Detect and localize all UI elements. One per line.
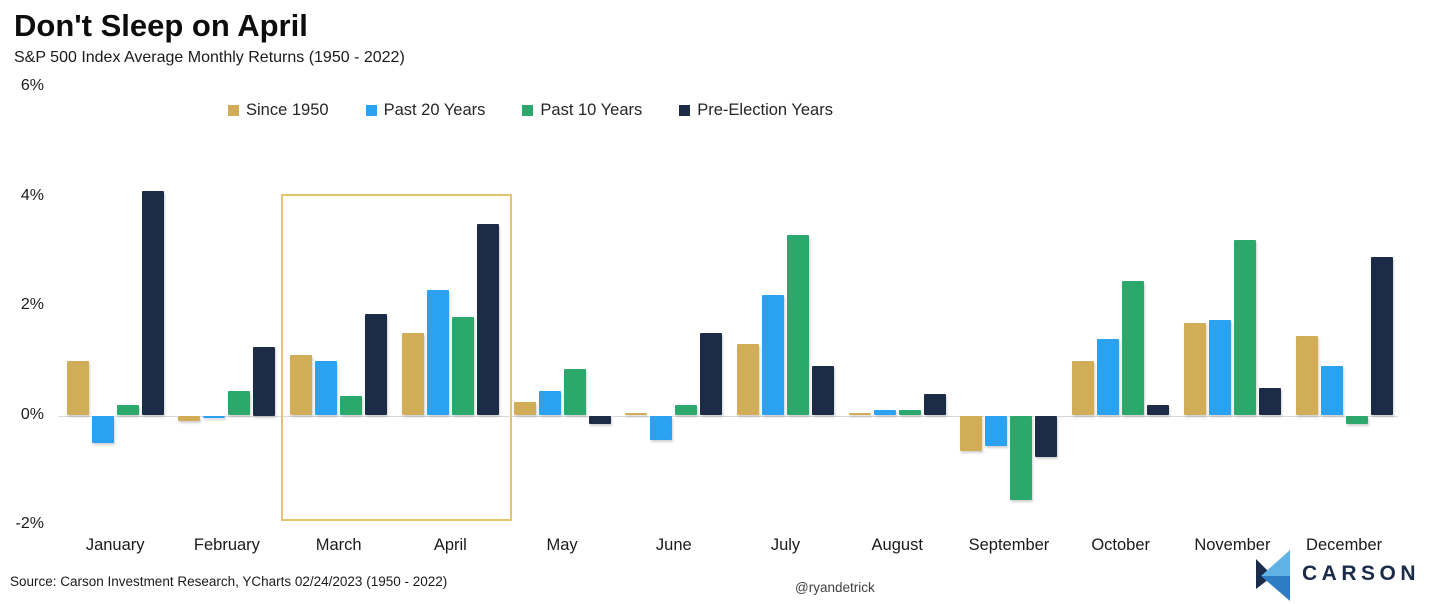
bar-past-20-years-october <box>1097 338 1120 416</box>
bar-since-1950-october <box>1072 360 1095 416</box>
bar-since-1950-july <box>737 344 760 416</box>
legend-label: Since 1950 <box>246 101 329 119</box>
bar-since-1950-may <box>513 401 536 416</box>
y-axis-label: 2% <box>20 296 44 314</box>
bar-since-1950-june <box>625 412 648 416</box>
bar-pre-election-years-july <box>812 366 835 416</box>
x-axis-label: September <box>968 536 1050 554</box>
bar-past-10-years-december <box>1345 415 1368 424</box>
bar-past-20-years-april <box>426 289 449 416</box>
chart-title: Don't Sleep on April <box>14 8 308 43</box>
bar-past-20-years-september <box>985 415 1008 446</box>
bar-past-10-years-july <box>787 234 810 416</box>
bar-past-10-years-april <box>451 317 474 416</box>
bar-pre-election-years-october <box>1147 404 1170 416</box>
bar-past-20-years-may <box>538 390 561 416</box>
x-axis-label: January <box>85 536 145 554</box>
legend-label: Past 10 Years <box>540 101 643 119</box>
bar-since-1950-january <box>66 360 89 416</box>
x-axis-label: June <box>655 536 692 554</box>
x-axis-label: July <box>770 536 801 554</box>
bar-past-20-years-february <box>203 415 226 419</box>
bar-pre-election-years-december <box>1370 256 1393 416</box>
legend-swatch <box>228 105 239 116</box>
carson-wordmark: CARSON <box>1301 562 1420 585</box>
bar-past-10-years-june <box>675 404 698 416</box>
x-axis-label: March <box>315 536 362 554</box>
bar-past-10-years-march <box>340 396 363 416</box>
bar-past-10-years-october <box>1122 281 1145 416</box>
bar-since-1950-february <box>178 415 201 421</box>
bar-pre-election-years-august <box>923 393 946 416</box>
legend-item: Since 1950 <box>228 101 329 120</box>
y-axis-label: 0% <box>20 405 44 423</box>
bar-past-20-years-july <box>762 295 785 416</box>
bar-since-1950-november <box>1183 322 1206 416</box>
bar-since-1950-august <box>848 412 871 416</box>
bar-past-10-years-may <box>563 369 586 416</box>
legend-swatch <box>679 105 691 116</box>
y-axis-label: 6% <box>20 77 44 95</box>
legend-item: Past 10 Years <box>522 101 642 120</box>
bar-pre-election-years-march <box>365 314 388 416</box>
bar-pre-election-years-november <box>1258 388 1281 416</box>
legend-label: Past 20 Years <box>383 101 486 119</box>
bar-past-10-years-january <box>116 404 139 416</box>
bar-past-20-years-january <box>91 415 114 443</box>
y-axis-label: -2% <box>15 514 44 532</box>
bar-pre-election-years-september <box>1035 415 1058 457</box>
bar-past-20-years-november <box>1208 319 1231 416</box>
bar-past-10-years-november <box>1233 240 1256 416</box>
x-axis-label: May <box>546 536 578 554</box>
bar-past-20-years-december <box>1320 366 1343 416</box>
bar-since-1950-march <box>290 355 313 416</box>
chart-subtitle: S&P 500 Index Average Monthly Returns (1… <box>14 49 405 66</box>
zero-gridline <box>58 415 1398 417</box>
bar-pre-election-years-april <box>476 224 499 416</box>
legend: Since 1950 Past 20 Years Past 10 Years Pre-… <box>228 101 833 120</box>
legend-swatch <box>522 105 534 116</box>
bar-pre-election-years-january <box>141 191 164 416</box>
twitter-handle: @ryandetrick <box>795 580 875 595</box>
bar-pre-election-years-may <box>588 415 611 424</box>
bar-since-1950-december <box>1295 336 1318 416</box>
bar-since-1950-april <box>401 333 424 416</box>
x-axis-label: November <box>1194 536 1271 554</box>
legend-item: Past 20 Years <box>365 101 486 120</box>
legend-item: Pre-Election Years <box>679 101 833 120</box>
x-axis-label: February <box>193 536 260 554</box>
bar-past-20-years-march <box>315 360 338 416</box>
carson-logo-icon <box>1255 550 1290 601</box>
source-note: Source: Carson Investment Research, YCha… <box>10 574 448 589</box>
carson-logo: CARSON <box>1254 546 1420 602</box>
y-axis-label: 4% <box>20 186 44 204</box>
bar-since-1950-september <box>960 415 983 452</box>
bar-past-20-years-june <box>650 415 673 441</box>
legend-label: Pre-Election Years <box>697 101 833 119</box>
bar-pre-election-years-february <box>253 347 276 416</box>
x-axis-label: April <box>433 536 467 554</box>
x-axis-label: October <box>1091 536 1151 554</box>
bar-past-10-years-august <box>898 410 921 416</box>
bar-pre-election-years-june <box>700 333 723 416</box>
legend-swatch <box>365 105 377 116</box>
bar-past-10-years-september <box>1010 415 1033 501</box>
x-axis-label: August <box>871 536 923 554</box>
bar-past-10-years-february <box>228 390 251 416</box>
bar-past-20-years-august <box>873 410 896 416</box>
x-axis-label: December <box>1306 536 1383 554</box>
highlight-box <box>281 194 512 521</box>
